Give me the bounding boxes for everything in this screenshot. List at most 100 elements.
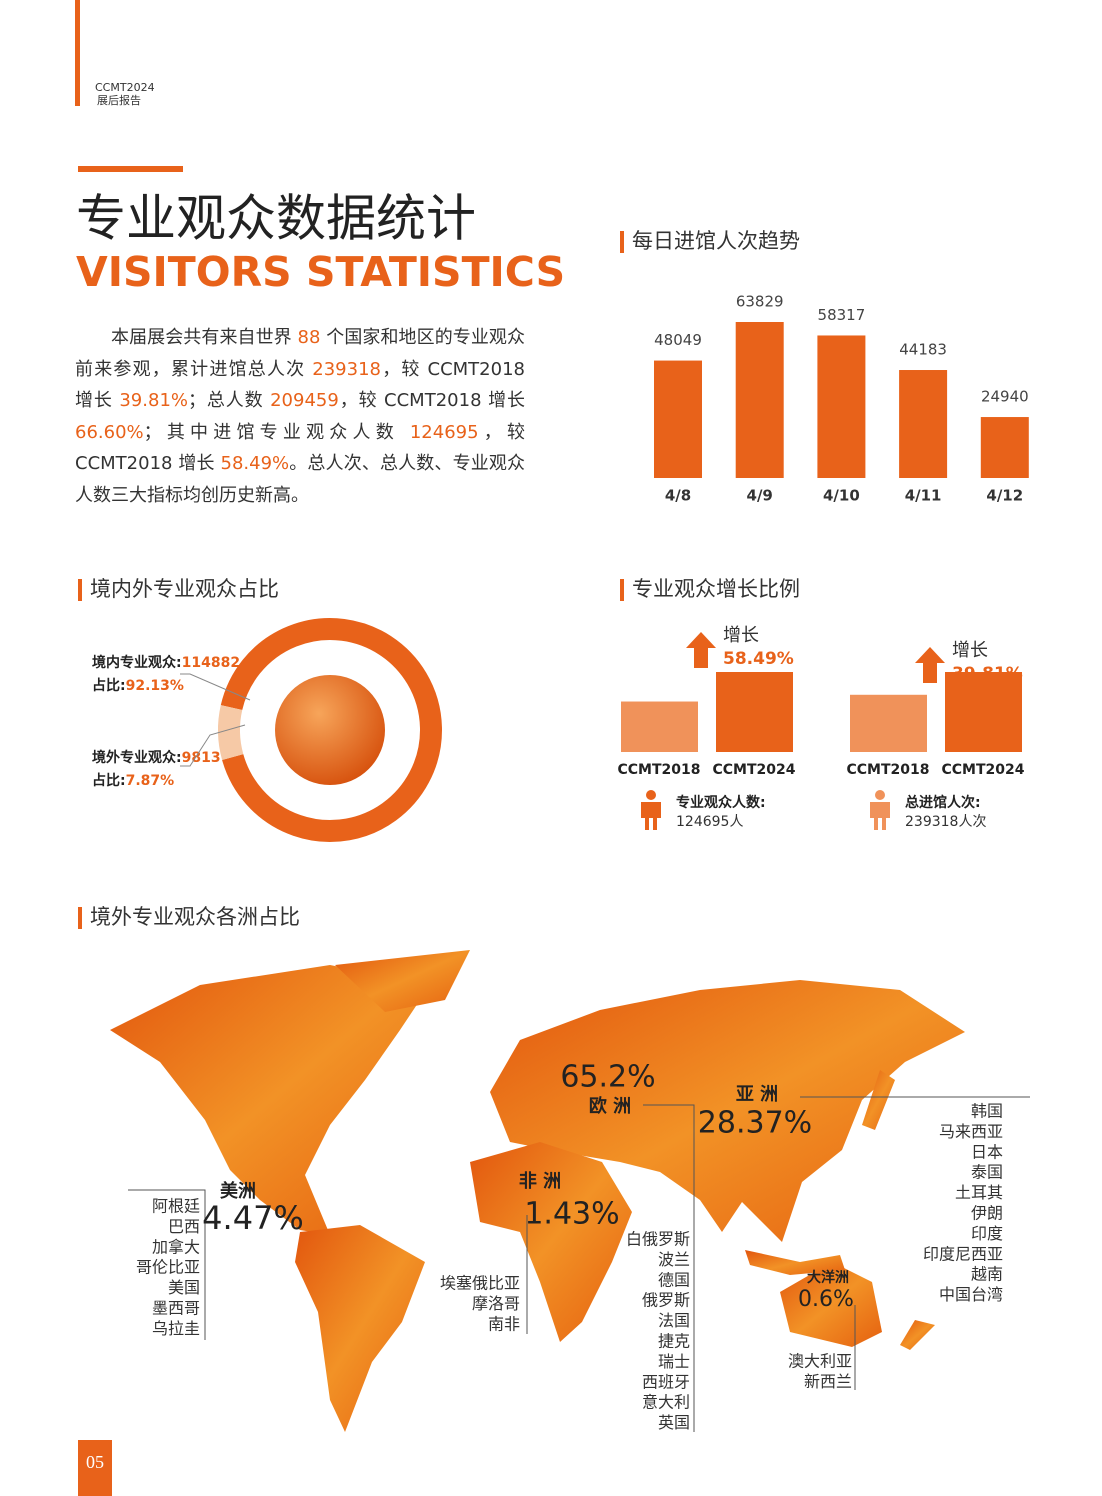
legend-count: 114882 xyxy=(182,655,240,671)
highlight: 209459 xyxy=(270,390,339,411)
person-head xyxy=(875,790,885,800)
subtitle: 展后报告 xyxy=(97,93,141,107)
category-label: 4/9 xyxy=(747,487,773,505)
category-label: 4/12 xyxy=(986,487,1023,505)
section-marker xyxy=(78,907,82,929)
growth-value: 58.49% xyxy=(723,649,794,669)
region-share: 65.2% xyxy=(560,1060,655,1095)
share-value: 92.13% xyxy=(126,678,184,694)
country: 摩洛哥 xyxy=(472,1294,520,1313)
text: ；总人数 xyxy=(188,390,271,411)
region-share: 4.47% xyxy=(202,1199,304,1237)
category-label: CCMT2018 xyxy=(847,762,930,778)
bar xyxy=(817,335,866,478)
value-label: 58317 xyxy=(818,306,866,324)
section-title: 专业观众增长比例 xyxy=(632,577,800,601)
country: 哥伦比亚 xyxy=(136,1258,200,1277)
country: 捷克 xyxy=(658,1332,690,1351)
leader xyxy=(180,673,251,701)
country: 墨西哥 xyxy=(152,1299,200,1318)
country: 印度 xyxy=(971,1224,1003,1243)
growth-value: 39.81% xyxy=(952,664,1023,684)
section-marker xyxy=(620,579,624,601)
title-en: VISITORS STATISTICS xyxy=(76,248,565,296)
country: 英国 xyxy=(658,1413,690,1432)
metric-label: 总进馆人次: xyxy=(905,794,981,811)
country: 新西兰 xyxy=(804,1372,852,1391)
section-title: 境内外专业观众占比 xyxy=(90,577,279,601)
bar xyxy=(899,370,948,478)
value-label: 48049 xyxy=(654,331,702,349)
country: 南非 xyxy=(488,1314,520,1333)
bar xyxy=(735,322,784,478)
region-share: 0.6% xyxy=(798,1287,854,1312)
growth-label: 增长 xyxy=(952,640,988,661)
person-head xyxy=(646,790,656,800)
text: ，较 CCMT2018 增长 xyxy=(75,358,525,412)
country: 德国 xyxy=(658,1270,690,1289)
country: 白俄罗斯 xyxy=(626,1230,690,1249)
country: 中国台湾 xyxy=(939,1285,1003,1304)
country: 澳大利亚 xyxy=(788,1352,852,1371)
highlight: 66.60% xyxy=(75,421,144,443)
highlight: 239318 xyxy=(312,358,381,380)
region-name: 美洲 xyxy=(220,1180,256,1202)
country: 加拿大 xyxy=(152,1237,200,1256)
section-marker xyxy=(78,579,82,601)
title-rule xyxy=(78,166,183,172)
region-name: 大洋洲 xyxy=(807,1269,849,1286)
category-label: CCMT2018 xyxy=(618,762,701,778)
highlight: 124695 xyxy=(409,421,479,443)
text: ；其中进馆专业观众人数 xyxy=(143,421,410,443)
page-number: 05 xyxy=(86,1452,104,1472)
person-body xyxy=(641,802,661,830)
legend-label: 境外专业观众:9813 xyxy=(92,749,221,766)
world-map xyxy=(110,950,965,1432)
category-label: 4/10 xyxy=(823,487,860,505)
country: 埃塞俄比亚 xyxy=(440,1274,520,1293)
legend-count: 9813 xyxy=(182,750,221,766)
intro-paragraph: 本届展会共有来自世界 88 个国家和地区的专业观众前来参观，累计进馆总人次 23… xyxy=(75,322,525,511)
region-share: 28.37% xyxy=(698,1106,812,1141)
header-bar xyxy=(75,0,80,106)
highlight: 88 xyxy=(297,327,321,348)
text: ，较 CCMT2018 增长 xyxy=(75,421,525,475)
legend-name: 境外专业观众: xyxy=(92,749,182,766)
country: 泰国 xyxy=(971,1163,1003,1182)
country: 美国 xyxy=(168,1278,200,1297)
text: 个国家和地区的专业观众前来参观，累计进馆总人次 xyxy=(75,327,525,380)
globe xyxy=(275,675,385,785)
country: 韩国 xyxy=(971,1102,1003,1121)
value-label: 24940 xyxy=(981,388,1029,406)
country: 巴西 xyxy=(168,1217,200,1236)
legend-label: 境内专业观众:114882 xyxy=(92,654,240,671)
metric-value: 239318人次 xyxy=(905,814,986,830)
text: ，较 CCMT2018 增长 xyxy=(338,390,525,411)
country: 波兰 xyxy=(658,1250,690,1269)
growth-label: 增长 xyxy=(723,625,759,646)
text: 本届展会共有来自世界 xyxy=(111,327,298,348)
region-name: 欧 洲 xyxy=(589,1095,631,1117)
country: 意大利 xyxy=(642,1393,690,1412)
region-name: 亚 洲 xyxy=(736,1084,778,1105)
bar xyxy=(945,672,1022,752)
country: 法国 xyxy=(658,1311,690,1330)
country: 乌拉圭 xyxy=(152,1319,200,1338)
legend-name: 境内专业观众: xyxy=(92,654,182,671)
category-label: CCMT2024 xyxy=(713,762,796,778)
donut-segment xyxy=(218,705,244,760)
value-label: 63829 xyxy=(736,293,784,311)
country: 越南 xyxy=(971,1265,1003,1284)
country: 瑞士 xyxy=(658,1352,690,1371)
person-body xyxy=(870,802,890,830)
bar xyxy=(716,672,793,752)
highlight: 58.49% xyxy=(220,453,290,474)
country: 阿根廷 xyxy=(152,1197,200,1216)
region-name: 非 洲 xyxy=(519,1170,561,1192)
country: 印度尼西亚 xyxy=(923,1244,1003,1263)
title-cn: 专业观众数据统计 xyxy=(76,190,476,248)
country: 伊朗 xyxy=(971,1204,1003,1223)
growth-arrow xyxy=(686,632,716,668)
